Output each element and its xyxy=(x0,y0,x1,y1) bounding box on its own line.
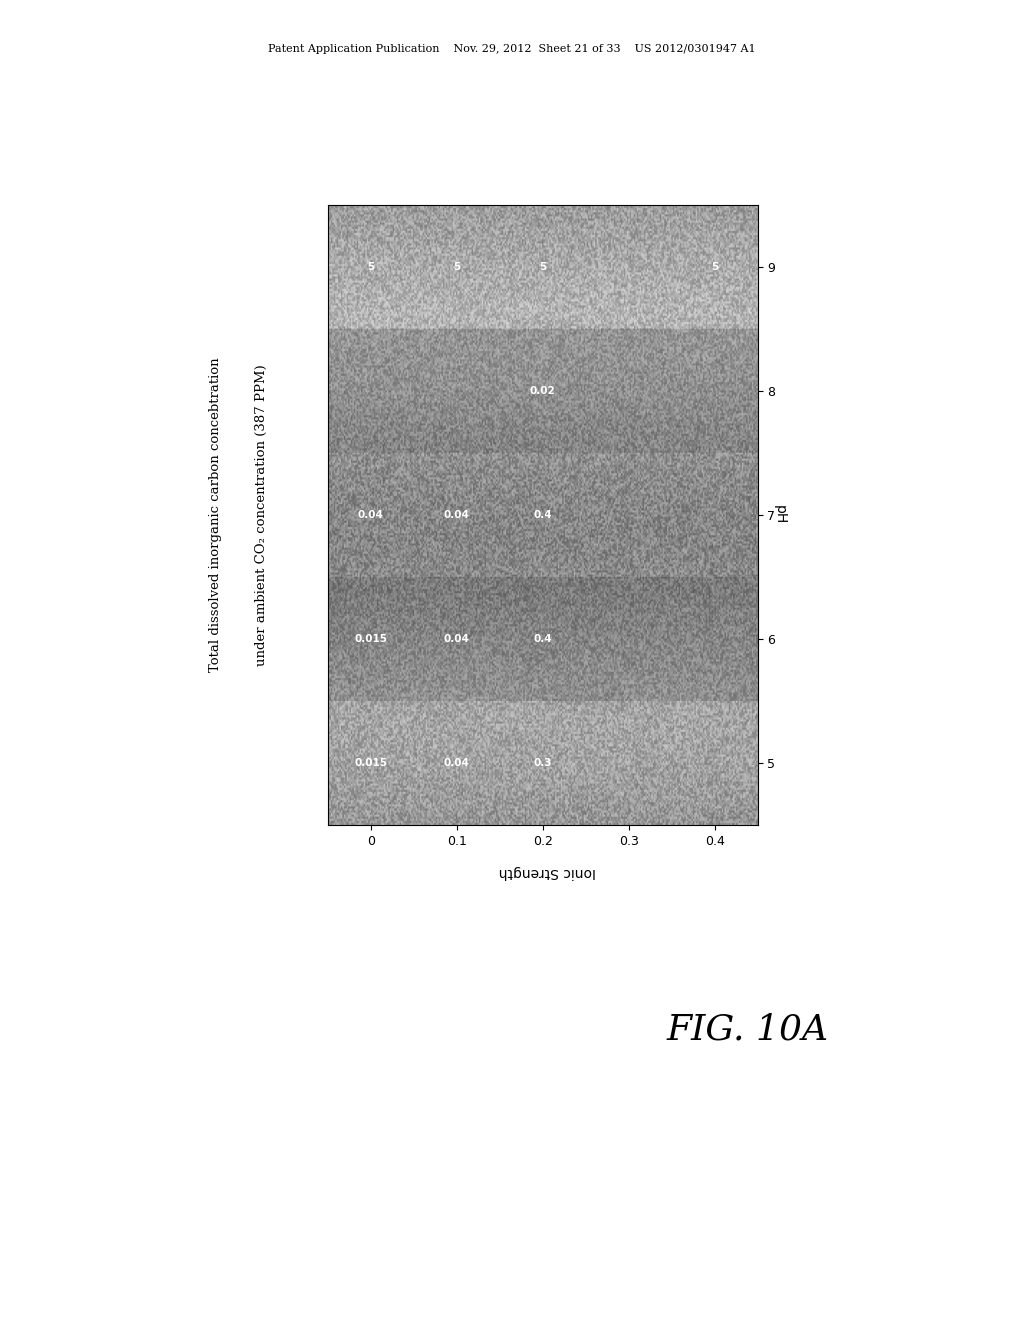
Text: 0.02: 0.02 xyxy=(529,385,556,396)
Text: Ionic Strength: Ionic Strength xyxy=(500,865,596,879)
Text: 0.04: 0.04 xyxy=(443,634,470,644)
Text: 0.015: 0.015 xyxy=(354,758,387,768)
Text: 0.4: 0.4 xyxy=(534,510,552,520)
Text: 0.04: 0.04 xyxy=(443,510,470,520)
Text: 0.04: 0.04 xyxy=(443,758,470,768)
Text: 0.3: 0.3 xyxy=(534,758,552,768)
Text: under ambient CO₂ concentration (387 PPM): under ambient CO₂ concentration (387 PPM… xyxy=(255,364,267,665)
Text: 5: 5 xyxy=(453,261,461,272)
Text: Total dissolved inorganic carbon concebtration: Total dissolved inorganic carbon concebt… xyxy=(209,358,221,672)
Text: 0.04: 0.04 xyxy=(357,510,384,520)
Text: 0.015: 0.015 xyxy=(354,634,387,644)
Text: Patent Application Publication    Nov. 29, 2012  Sheet 21 of 33    US 2012/03019: Patent Application Publication Nov. 29, … xyxy=(268,44,756,54)
Text: 5: 5 xyxy=(367,261,375,272)
Text: FIG. 10A: FIG. 10A xyxy=(667,1012,828,1047)
Text: 5: 5 xyxy=(711,261,719,272)
Bar xyxy=(328,577,758,701)
Text: 5: 5 xyxy=(539,261,547,272)
Bar xyxy=(328,329,758,453)
Y-axis label: pH: pH xyxy=(772,506,786,524)
Text: 0.4: 0.4 xyxy=(534,634,552,644)
